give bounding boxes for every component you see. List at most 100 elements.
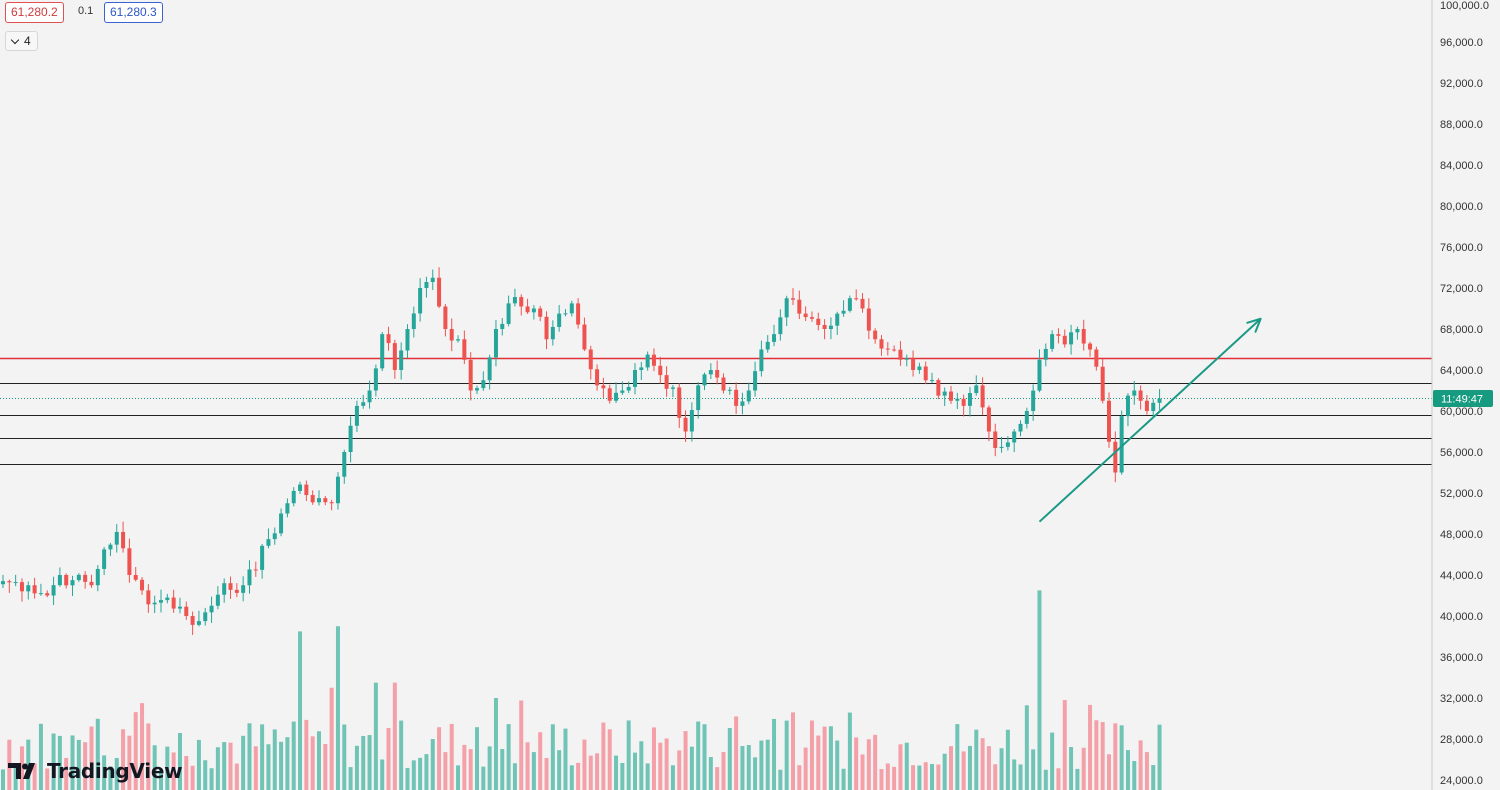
candle-body bbox=[670, 387, 675, 389]
volume-bar bbox=[272, 729, 277, 790]
volume-bar bbox=[557, 750, 562, 790]
candle-body bbox=[171, 597, 176, 609]
price-axis-tick-label: 76,000.0 bbox=[1440, 242, 1483, 254]
volume-bar bbox=[1125, 750, 1130, 790]
volume-bar bbox=[595, 753, 600, 790]
candle-body bbox=[329, 502, 334, 504]
candle-body bbox=[538, 308, 543, 317]
volume-bar bbox=[885, 763, 890, 790]
candle-body bbox=[348, 425, 353, 452]
volume-bar bbox=[778, 769, 783, 790]
candle-body bbox=[64, 575, 69, 586]
candle-body bbox=[999, 446, 1004, 448]
volume-bar bbox=[942, 753, 947, 790]
indicators-toggle-button[interactable]: 4 bbox=[5, 31, 38, 51]
volume-bar bbox=[127, 735, 132, 790]
candle-body bbox=[633, 370, 637, 387]
candle-body bbox=[468, 359, 473, 391]
horizontal-levels bbox=[0, 357, 1432, 465]
candle-body bbox=[993, 431, 998, 448]
volume-bar bbox=[949, 746, 953, 790]
bid-price-box[interactable]: 61,280.2 bbox=[5, 2, 64, 23]
candle-body bbox=[664, 375, 669, 389]
candle-body bbox=[683, 417, 688, 432]
candle-body bbox=[481, 380, 486, 389]
volume-bar bbox=[866, 739, 871, 790]
volume-bars bbox=[1, 590, 1162, 790]
candle-body bbox=[772, 334, 777, 342]
volume-bar bbox=[310, 736, 315, 790]
volume-bar bbox=[1, 769, 5, 790]
candle-body bbox=[614, 392, 619, 401]
volume-bar bbox=[13, 765, 18, 790]
volume-bar bbox=[152, 745, 157, 790]
volume-bar bbox=[601, 722, 606, 790]
price-axis[interactable]: 24,000.0 28,000.0 32,000.0 36,000.0 40,000.0… bbox=[1440, 0, 1489, 787]
volume-bar bbox=[253, 746, 258, 790]
candle-body bbox=[209, 605, 214, 613]
price-axis-tick-label: 84,000.0 bbox=[1440, 160, 1483, 172]
candle-body bbox=[411, 313, 416, 329]
candle-body bbox=[1062, 335, 1067, 345]
candle-body bbox=[961, 398, 966, 406]
volume-bar bbox=[133, 712, 138, 790]
candle-body bbox=[917, 366, 922, 370]
candle-body bbox=[367, 390, 372, 403]
volume-bar bbox=[841, 768, 846, 790]
candle-body bbox=[51, 585, 56, 596]
volume-bar bbox=[1043, 769, 1048, 790]
candle-body bbox=[531, 308, 536, 313]
volume-bar bbox=[89, 726, 94, 790]
volume-bar bbox=[727, 728, 732, 790]
tradingview-logo[interactable]: TradingView bbox=[8, 758, 183, 784]
candle-body bbox=[493, 329, 498, 358]
candle-body bbox=[797, 299, 802, 314]
tradingview-logo-icon bbox=[8, 763, 35, 779]
volume-bar bbox=[329, 687, 334, 790]
candle-body bbox=[721, 377, 726, 391]
volume-bar bbox=[854, 737, 859, 790]
candle-body bbox=[911, 358, 916, 370]
volume-bar bbox=[380, 759, 385, 790]
candle-body bbox=[708, 370, 713, 375]
candle-body bbox=[1, 581, 5, 585]
price-axis-tick-label: 92,000.0 bbox=[1440, 78, 1483, 90]
volume-bar bbox=[493, 697, 498, 790]
volume-bar bbox=[449, 723, 454, 790]
candle-body bbox=[930, 380, 935, 382]
candle-body bbox=[759, 349, 764, 372]
candle-body bbox=[1144, 400, 1149, 411]
volume-bar bbox=[847, 712, 852, 790]
candle-body bbox=[1107, 400, 1111, 442]
candle-body bbox=[696, 385, 701, 411]
volume-bar bbox=[83, 742, 88, 790]
volume-bar bbox=[550, 724, 555, 790]
candle-body bbox=[847, 298, 852, 311]
candle-body bbox=[76, 574, 81, 581]
candle-body bbox=[475, 388, 479, 391]
volume-bar bbox=[784, 720, 789, 790]
candle-body bbox=[563, 313, 568, 315]
candle-body bbox=[835, 313, 840, 326]
volume-bar bbox=[651, 727, 656, 790]
candle-body bbox=[133, 575, 138, 580]
volume-bar bbox=[892, 766, 897, 790]
candle-body bbox=[1157, 398, 1162, 403]
candle-body bbox=[26, 585, 31, 592]
volume-bar bbox=[146, 723, 151, 790]
candle-body bbox=[734, 389, 739, 406]
volume-bar bbox=[911, 765, 916, 790]
candle-body bbox=[234, 589, 239, 593]
volume-bar bbox=[373, 682, 378, 790]
candle-body bbox=[89, 581, 94, 586]
candle-body bbox=[121, 531, 126, 549]
volume-bar bbox=[279, 741, 284, 790]
volume-bar bbox=[828, 726, 833, 790]
ask-price-box[interactable]: 61,280.3 bbox=[104, 2, 163, 23]
volume-bar bbox=[993, 764, 998, 790]
volume-bar bbox=[512, 763, 517, 790]
trend-arrow[interactable] bbox=[1038, 317, 1262, 523]
candle-body bbox=[1100, 366, 1105, 401]
volume-bar bbox=[222, 742, 227, 790]
